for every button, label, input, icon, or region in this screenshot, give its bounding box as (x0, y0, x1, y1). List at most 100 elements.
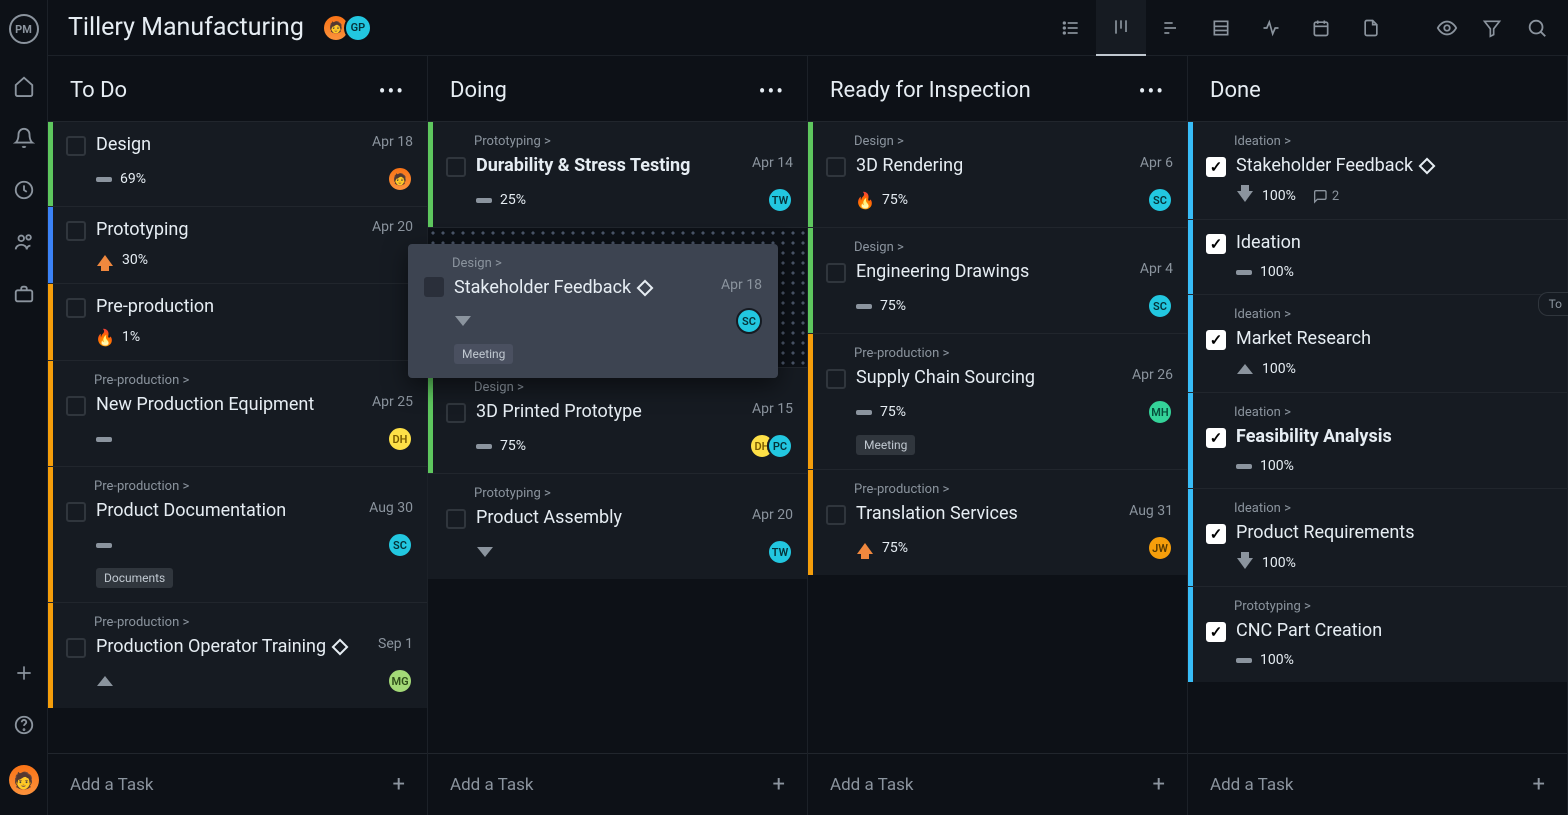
task-checkbox[interactable] (1206, 234, 1226, 254)
view-board-icon[interactable] (1096, 0, 1146, 56)
eye-icon[interactable] (1436, 17, 1458, 39)
task-card[interactable]: Pre-production > Translation Services Au… (808, 469, 1187, 575)
clock-icon[interactable] (12, 178, 36, 202)
task-checkbox[interactable] (424, 277, 444, 297)
comment-count[interactable]: 2 (1312, 188, 1339, 204)
task-progress: 75% (880, 404, 906, 420)
card-breadcrumb: Pre-production > (854, 482, 1173, 497)
view-files-icon[interactable] (1346, 0, 1396, 56)
task-card[interactable]: Ideation > Market Research 100% (1188, 294, 1567, 392)
assignee-avatars[interactable]: JW (1147, 535, 1173, 561)
assignee-avatars[interactable]: TW (767, 187, 793, 213)
column-menu-icon[interactable]: ••• (379, 79, 405, 103)
task-card[interactable]: Prototyping > CNC Part Creation 100% (1188, 586, 1567, 682)
task-card[interactable]: Prototyping > Product Assembly Apr 20 TW (428, 473, 807, 579)
task-title: Market Research (1236, 328, 1553, 349)
add-task-button[interactable]: Add a Task+ (1188, 753, 1567, 815)
assignee-avatars[interactable]: SC (387, 532, 413, 558)
help-icon[interactable] (12, 713, 36, 737)
add-task-button[interactable]: Add a Task+ (808, 753, 1187, 815)
plus-icon[interactable] (12, 661, 36, 685)
briefcase-icon[interactable] (12, 282, 36, 306)
column-menu-icon[interactable]: ••• (1139, 79, 1165, 103)
task-checkbox[interactable] (826, 263, 846, 283)
task-checkbox[interactable] (66, 221, 86, 241)
task-card[interactable]: Pre-production 🔥 1% (48, 283, 427, 360)
app-logo[interactable]: PM (9, 14, 39, 44)
add-task-button[interactable]: Add a Task+ (48, 753, 427, 815)
assignee-avatars[interactable]: SC (1147, 293, 1173, 319)
task-checkbox[interactable] (66, 638, 86, 658)
task-card[interactable]: Ideation 100% (1188, 219, 1567, 294)
task-checkbox[interactable] (826, 505, 846, 525)
assignee-avatars[interactable]: 🧑 (387, 166, 413, 192)
main-area: Tillery Manufacturing 🧑 GP To Do ••• (48, 0, 1568, 815)
task-checkbox[interactable] (1206, 524, 1226, 544)
task-title: Feasibility Analysis (1236, 426, 1553, 447)
task-date: Apr 15 (752, 401, 793, 417)
view-activity-icon[interactable] (1246, 0, 1296, 56)
task-card[interactable]: Ideation > Product Requirements 100% (1188, 488, 1567, 586)
assignee-avatars[interactable]: MH (1147, 399, 1173, 425)
task-card[interactable]: Pre-production > Production Operator Tra… (48, 602, 427, 708)
task-title: Durability & Stress Testing (476, 155, 742, 176)
task-title: Product Requirements (1236, 522, 1553, 543)
assignee-avatars[interactable]: TW (767, 539, 793, 565)
task-card[interactable]: Ideation > Stakeholder Feedback 100% 2 (1188, 121, 1567, 219)
task-card[interactable]: Prototyping > Durability & Stress Testin… (428, 121, 807, 227)
task-checkbox[interactable] (1206, 157, 1226, 177)
card-breadcrumb: Design > (474, 380, 793, 395)
search-icon[interactable] (1526, 17, 1548, 39)
assignee-avatars[interactable]: MG (387, 668, 413, 694)
card-breadcrumb: Design > (452, 256, 762, 271)
user-avatar[interactable]: 🧑 (9, 765, 39, 795)
assignee-avatars[interactable]: DH (387, 426, 413, 452)
assignee-avatars[interactable]: DHPC (749, 433, 793, 459)
view-table-icon[interactable] (1196, 0, 1246, 56)
task-checkbox[interactable] (826, 157, 846, 177)
task-card[interactable]: Design Apr 18 69% 🧑 (48, 121, 427, 206)
task-checkbox[interactable] (66, 502, 86, 522)
task-checkbox[interactable] (66, 298, 86, 318)
task-date: Apr 18 (721, 277, 762, 293)
task-card[interactable]: Pre-production > Product Documentation A… (48, 466, 427, 602)
task-checkbox[interactable] (66, 396, 86, 416)
task-checkbox[interactable] (446, 157, 466, 177)
task-card[interactable]: Prototyping Apr 20 30% (48, 206, 427, 283)
view-gantt-icon[interactable] (1146, 0, 1196, 56)
task-checkbox[interactable] (1206, 622, 1226, 642)
column-title: Doing (450, 78, 759, 103)
collapsed-panel-badge[interactable]: To (1538, 292, 1568, 316)
column-menu-icon[interactable]: ••• (759, 79, 785, 103)
assignee-avatars[interactable]: SC (736, 308, 762, 334)
task-date: Apr 20 (372, 219, 413, 235)
task-checkbox[interactable] (66, 136, 86, 156)
task-checkbox[interactable] (446, 403, 466, 423)
task-card[interactable]: Design > 3D Rendering Apr 6 🔥 75% SC (808, 121, 1187, 227)
task-checkbox[interactable] (1206, 428, 1226, 448)
title-avatars[interactable]: 🧑 GP (322, 14, 372, 42)
kanban-board: To Do ••• Design Apr 18 69% 🧑 Pr (48, 56, 1568, 815)
task-title: Translation Services (856, 503, 1119, 524)
task-progress: 100% (1262, 361, 1296, 377)
task-checkbox[interactable] (1206, 330, 1226, 350)
view-calendar-icon[interactable] (1296, 0, 1346, 56)
people-icon[interactable] (12, 230, 36, 254)
assignee-avatars[interactable]: SC (1147, 187, 1173, 213)
task-card[interactable]: Ideation > Feasibility Analysis 100% (1188, 392, 1567, 488)
task-checkbox[interactable] (826, 369, 846, 389)
dragging-card[interactable]: Design > Stakeholder Feedback Apr 18 SC … (408, 244, 778, 378)
task-card[interactable]: Pre-production > Supply Chain Sourcing A… (808, 333, 1187, 469)
home-icon[interactable] (12, 74, 36, 98)
view-list-icon[interactable] (1046, 0, 1096, 56)
task-card[interactable]: Design > Engineering Drawings Apr 4 75% … (808, 227, 1187, 333)
task-progress: 25% (500, 192, 526, 208)
bell-icon[interactable] (12, 126, 36, 150)
add-task-button[interactable]: Add a Task+ (428, 753, 807, 815)
filter-icon[interactable] (1482, 17, 1502, 39)
task-progress: 75% (882, 540, 908, 556)
task-checkbox[interactable] (446, 509, 466, 529)
task-card[interactable]: Design > 3D Printed Prototype Apr 15 75%… (428, 367, 807, 473)
card-breadcrumb: Ideation > (1234, 405, 1553, 420)
task-card[interactable]: Pre-production > New Production Equipmen… (48, 360, 427, 466)
